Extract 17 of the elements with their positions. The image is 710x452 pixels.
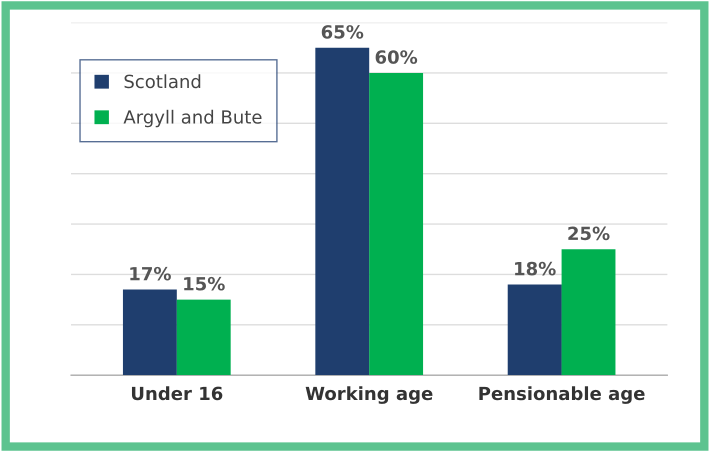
x-tick-label: Under 16 bbox=[132, 386, 222, 400]
data-label: 18% bbox=[515, 262, 556, 276]
bar bbox=[562, 249, 616, 376]
data-label: 60% bbox=[376, 50, 418, 64]
bar bbox=[122, 290, 177, 376]
bar bbox=[176, 300, 231, 376]
legend-label: Argyll and Bute bbox=[124, 110, 262, 128]
x-tick-label: Working age bbox=[306, 386, 432, 404]
bar bbox=[508, 284, 562, 376]
x-tick-label: Pensionable age bbox=[479, 386, 645, 404]
bar bbox=[369, 72, 424, 376]
data-label: 25% bbox=[568, 226, 610, 240]
bar bbox=[315, 48, 370, 376]
data-label: 17% bbox=[130, 266, 171, 280]
data-label: 65% bbox=[322, 25, 364, 39]
data-label: 15% bbox=[184, 276, 225, 291]
legend-label: Scotland bbox=[124, 74, 200, 88]
